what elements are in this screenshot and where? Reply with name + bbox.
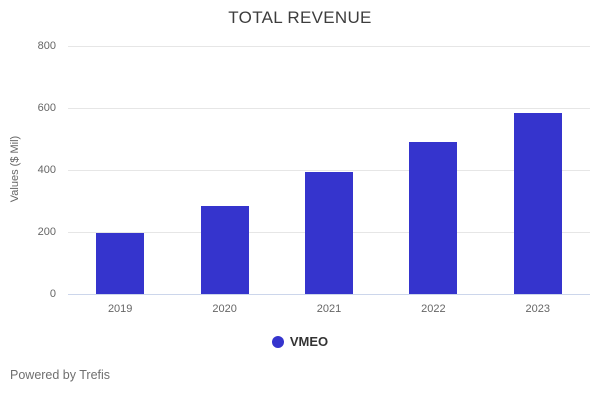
powered-by-trefis-credit: Powered by Trefis [10, 368, 111, 382]
y-tick-label-600: 600 [37, 102, 56, 114]
gridline-600 [68, 108, 590, 109]
bar-2020[interactable] [200, 206, 249, 294]
legend-marker-icon [271, 335, 284, 348]
legend-item-vmeo[interactable]: VMEO [0, 334, 600, 349]
y-tick-label-400: 400 [37, 164, 56, 176]
gridline-400 [68, 170, 590, 171]
x-tick-label-2021: 2021 [316, 303, 342, 315]
y-tick-label-800: 800 [37, 40, 56, 52]
x-tick-label-2023: 2023 [525, 303, 551, 315]
bar-2021[interactable] [305, 172, 353, 294]
x-tick-label-2022: 2022 [421, 303, 446, 315]
y-tick-label-200: 200 [37, 226, 56, 238]
gridline-800 [68, 46, 590, 47]
chart-title: TOTAL REVENUE [228, 8, 372, 27]
bar-2022[interactable] [409, 142, 458, 294]
x-tick-label-2019: 2019 [107, 303, 133, 315]
y-tick-label-0: 0 [49, 288, 56, 300]
x-axis-line [68, 294, 590, 295]
x-tick-label-2020: 2020 [212, 303, 237, 315]
bar-2019[interactable] [96, 233, 145, 294]
bar-2023[interactable] [513, 112, 562, 294]
plot-area [68, 46, 590, 295]
legend-series-label: VMEO [289, 334, 329, 349]
